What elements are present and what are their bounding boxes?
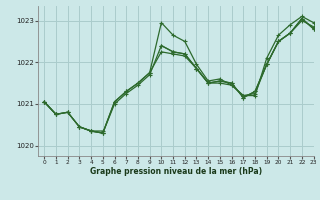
- X-axis label: Graphe pression niveau de la mer (hPa): Graphe pression niveau de la mer (hPa): [90, 167, 262, 176]
